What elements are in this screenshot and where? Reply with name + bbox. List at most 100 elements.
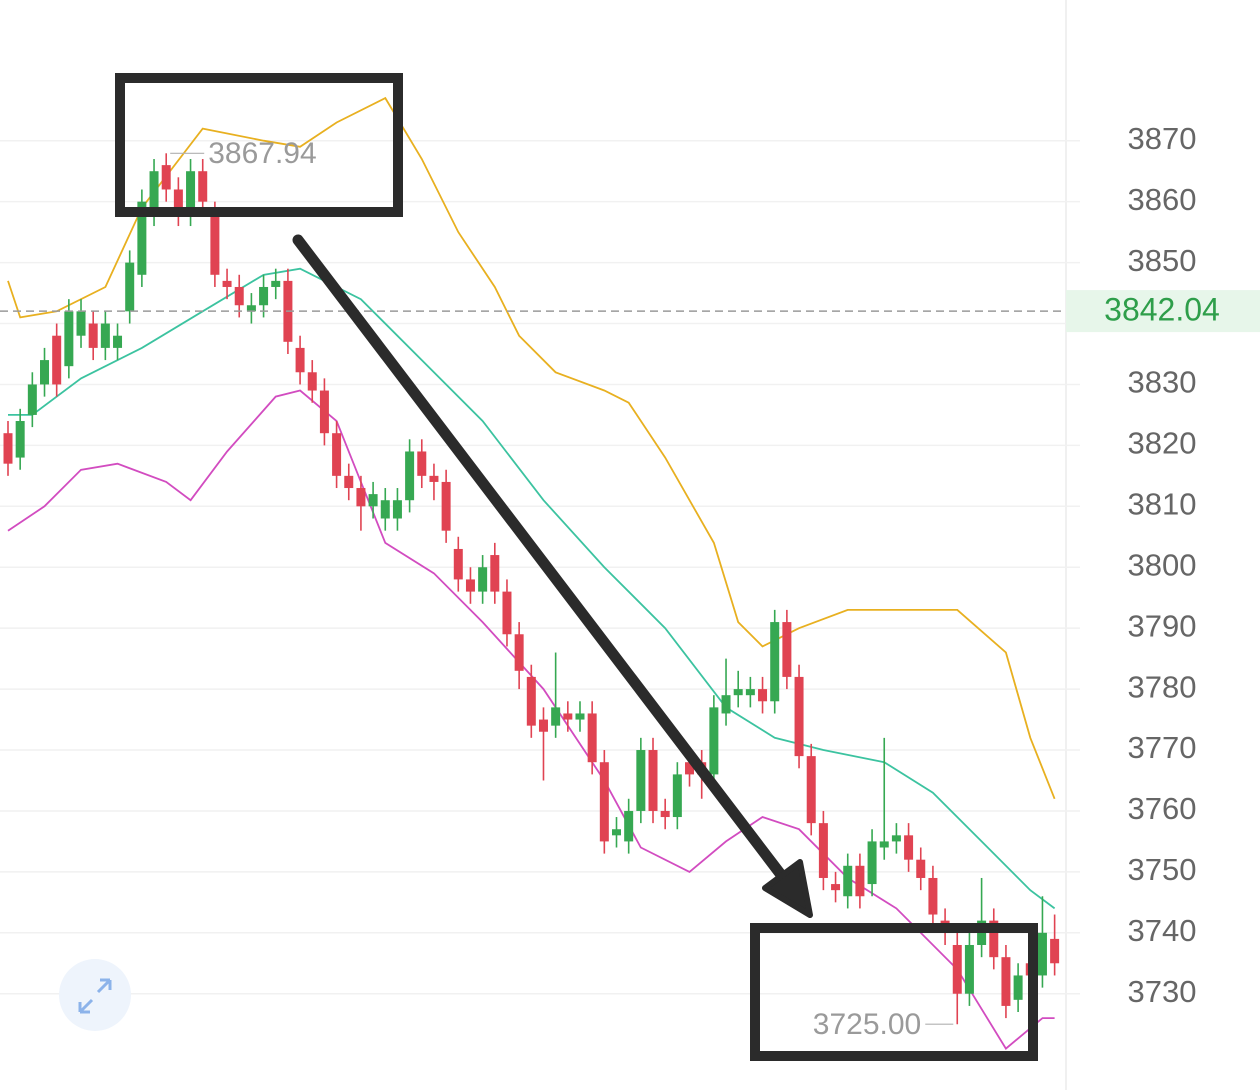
- candle-body: [1037, 932, 1047, 976]
- band-line: [7, 96, 1056, 800]
- y-tick-label: 3730: [1128, 974, 1197, 1009]
- arrow-head: [762, 859, 813, 918]
- candle-body: [15, 421, 25, 458]
- candles: [3, 153, 1060, 1025]
- candle-body: [429, 475, 439, 482]
- candle-body: [478, 567, 488, 592]
- candle-body: [380, 500, 390, 519]
- candle-body: [733, 689, 743, 696]
- y-tick-label: 3740: [1128, 913, 1197, 948]
- candle-body: [612, 829, 621, 836]
- overlay: 3842.04 3867.94 3725.00: [0, 137, 1260, 1041]
- candle-body: [745, 689, 755, 696]
- candle-body: [307, 372, 317, 391]
- y-tick-label: 3790: [1128, 608, 1197, 643]
- candle-body: [526, 676, 536, 726]
- band-line: [7, 389, 1055, 1050]
- candle-body: [843, 865, 853, 897]
- candle-body: [855, 865, 865, 897]
- candle-body: [246, 305, 256, 312]
- candle-body: [952, 944, 962, 994]
- candle-body: [672, 774, 682, 818]
- candle-body: [709, 707, 719, 775]
- candle-body: [758, 689, 768, 702]
- candle-body: [551, 707, 561, 726]
- candle-body: [831, 884, 841, 891]
- candle-body: [904, 835, 914, 860]
- candle-body: [538, 719, 548, 732]
- highlight-box: [115, 73, 403, 217]
- candle-body: [100, 323, 110, 348]
- y-tick-label: 3860: [1128, 182, 1197, 217]
- candle-body: [989, 920, 999, 958]
- candle-body: [867, 841, 877, 885]
- candle-body: [392, 500, 402, 519]
- y-tick-label: 3770: [1128, 730, 1197, 765]
- candle-body: [685, 762, 695, 775]
- candle-body: [234, 286, 244, 306]
- candle-body: [356, 488, 366, 507]
- y-tick-label: 3870: [1128, 121, 1197, 156]
- y-tick-label: 3750: [1128, 852, 1197, 887]
- candle-body: [721, 695, 731, 714]
- band-line: [8, 267, 1056, 910]
- candle-body: [490, 555, 500, 592]
- candle-body: [916, 859, 926, 878]
- candle-body: [563, 713, 573, 720]
- candle-body: [1013, 975, 1023, 1000]
- y-tick-label: 3810: [1128, 486, 1197, 521]
- candle-body: [599, 762, 609, 842]
- candle-body: [125, 262, 135, 312]
- candle-body: [465, 579, 475, 592]
- candle-body: [782, 622, 792, 677]
- candle-body: [186, 171, 196, 214]
- expand-button[interactable]: [59, 959, 131, 1031]
- y-tick-label: 3830: [1128, 365, 1197, 400]
- candle-body: [453, 548, 463, 580]
- candle-body: [295, 347, 305, 373]
- candle-body: [879, 841, 889, 848]
- candle-body: [344, 475, 354, 489]
- candle-body: [1001, 957, 1011, 1006]
- candle-body: [964, 944, 974, 994]
- candle-body: [502, 591, 512, 635]
- candle-body: [770, 622, 780, 702]
- candle-body: [210, 213, 220, 275]
- last-price-tag: [1066, 290, 1260, 333]
- y-tick-label: 3760: [1128, 791, 1197, 826]
- candle-body: [636, 750, 646, 811]
- candle-body: [624, 810, 634, 842]
- annotation-label: 3867.94: [208, 137, 316, 170]
- candle-body: [575, 713, 585, 720]
- grid: 3730 3740 3750 3760 3770 3780 3790 3800 3810 3820…: [0, 121, 1196, 1009]
- candle-body: [441, 481, 451, 531]
- candle-body: [332, 433, 342, 476]
- candle-body: [88, 323, 98, 348]
- candle-body: [113, 335, 123, 348]
- y-tick-label: 3820: [1128, 426, 1197, 461]
- candle-body: [271, 280, 281, 287]
- candle-body: [198, 171, 208, 202]
- candle-body: [76, 311, 86, 336]
- candle-body: [928, 877, 938, 915]
- trend-arrow: [292, 234, 791, 886]
- annotation-label: 3725.00: [813, 1008, 921, 1041]
- candle-body: [27, 384, 37, 415]
- candle-body: [319, 390, 329, 434]
- candle-body: [660, 810, 670, 818]
- expand-icon: [78, 978, 112, 1014]
- highlight-box: [750, 923, 1038, 1061]
- candle-body: [806, 756, 816, 824]
- candle-body: [161, 165, 171, 190]
- candle-body: [173, 189, 183, 214]
- candle-body: [149, 171, 159, 214]
- candle-body: [891, 835, 901, 842]
- candle-body: [3, 433, 13, 464]
- candle-body: [514, 634, 524, 671]
- candle-body: [137, 201, 147, 275]
- y-tick-label: 3800: [1128, 547, 1197, 582]
- candle-body: [587, 713, 597, 763]
- candle-body: [222, 280, 232, 287]
